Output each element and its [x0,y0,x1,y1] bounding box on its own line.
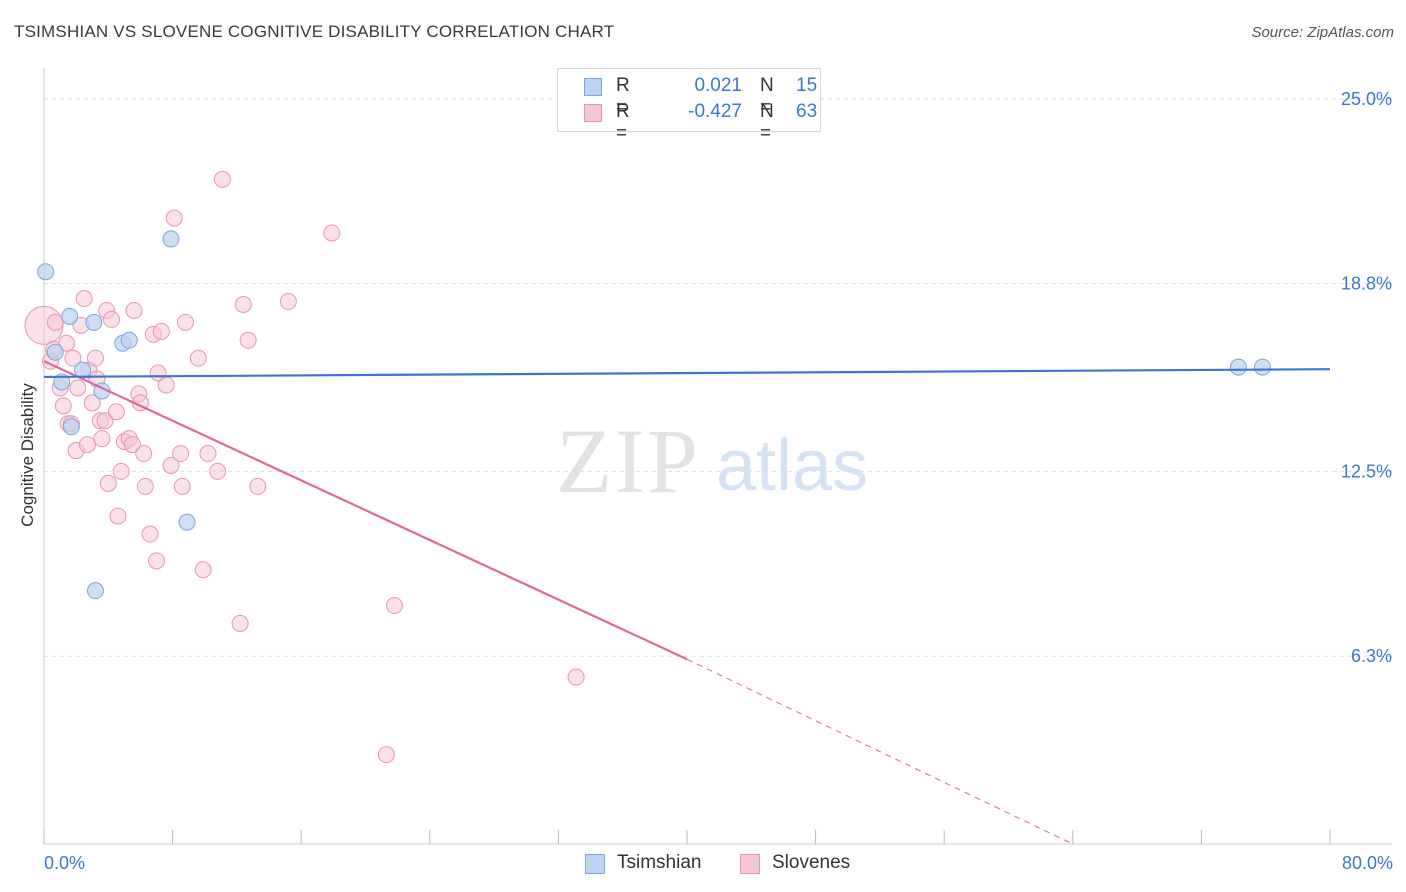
slovenes-point [83,394,101,412]
slovenes-trend-extension [686,658,1074,845]
slovenes-point [123,436,141,454]
y-axis-label: Cognitive Disability [18,383,37,527]
legend-n-label: N = [760,101,774,144]
legend: R = 0.021 N = 15 R = -0.427 N = 63 [557,68,821,144]
slovenes-point [162,456,180,474]
slovenes-point [249,477,267,495]
slovenes-point [125,301,143,319]
legend-n-value: 15 [796,75,818,96]
tsimshian-points [37,230,1271,600]
watermark: ZIP atlas [556,410,868,512]
tsimshian-point [162,230,180,248]
slovenes-point [152,322,170,340]
y-tick-label: 6.3% [1351,646,1392,666]
tsimshian-point [53,373,71,391]
slovenes-point [157,376,175,394]
watermark-atlas: atlas [716,426,868,506]
slovenes-point [213,170,231,188]
tsimshian-point [62,418,80,436]
slovenes-point [75,290,93,308]
grid-lines [44,98,1392,657]
slovenes-point [103,310,121,328]
slovenes-point [231,614,249,632]
tsimshian-point [85,313,103,331]
slovenes-point [86,349,104,367]
slovenes-point [173,477,191,495]
slovenes-point [199,445,217,463]
slovenes-point [64,349,82,367]
x-tick-label: 0.0% [44,853,85,873]
slovenes-point [69,379,87,397]
legend-r-value: 0.021 [694,75,742,96]
y-tick-label: 25.0% [1341,89,1392,109]
bottom-legend-label: Tsimshian [617,852,702,873]
y-tick-label: 12.5% [1341,461,1392,481]
slovenes-point [239,331,257,349]
legend-swatch-tsimshian [584,78,602,96]
slovenes-point [194,561,212,579]
chart-title: TSIMSHIAN VS SLOVENE COGNITIVE DISABILIT… [14,22,615,41]
tsimshian-point [178,513,196,531]
slovenes-point [189,349,207,367]
tsimshian-point [46,343,64,361]
y-tick-label: 18.8% [1341,274,1392,294]
slovenes-point [136,477,154,495]
legend-n-label: N = [760,75,774,118]
legend-swatch-slovenes [584,104,602,122]
tick-labels: 6.3% 12.5% 18.8% 25.0% 0.0% 80.0% [44,89,1393,873]
watermark-zip: ZIP [556,410,700,512]
source-label: Source: ZipAtlas.com [1251,24,1394,41]
tsimshian-point [1253,358,1271,376]
tsimshian-point [37,263,55,281]
tsimshian-point [120,331,138,349]
slovenes-points [24,170,585,764]
legend-n-value: 63 [796,101,818,122]
slovenes-point [377,746,395,764]
slovenes-point [385,597,403,615]
slovenes-point [46,313,64,331]
slovenes-point [172,445,190,463]
slovenes-point [148,552,166,570]
x-tick-label: 80.0% [1342,853,1393,873]
slovenes-point [165,209,183,227]
slovenes-point [234,296,252,314]
slovenes-point [54,397,72,415]
slovenes-point [135,445,153,463]
slovenes-point [58,334,76,352]
slovenes-point [107,403,125,421]
slovenes-point [323,224,341,242]
legend-r-value: -0.427 [688,101,742,122]
bottom-legend-swatch-slovenes [740,854,760,874]
slovenes-point [176,313,194,331]
slovenes-point [209,462,227,480]
tsimshian-point [1229,358,1247,376]
legend-r-label: R = [616,101,630,144]
bottom-legend-swatch-tsimshian [585,854,605,874]
slovenes-point [141,525,159,543]
slovenes-point [112,462,130,480]
slovenes-point [279,293,297,311]
slovenes-point [109,507,127,525]
bottom-legend-label: Slovenes [772,852,851,873]
slovenes-point [99,474,117,492]
tsimshian-trend-line [43,368,1331,379]
slovenes-point [96,412,114,430]
tsimshian-point [86,582,104,600]
trend-lines [43,360,1331,845]
tsimshian-point [61,307,79,325]
slovenes-point [567,668,585,686]
slovenes-point [93,430,111,448]
slovenes-trend-line [43,360,688,661]
slovenes-point [78,436,96,454]
legend-r-label: R = [616,75,630,118]
axes [43,68,1392,845]
